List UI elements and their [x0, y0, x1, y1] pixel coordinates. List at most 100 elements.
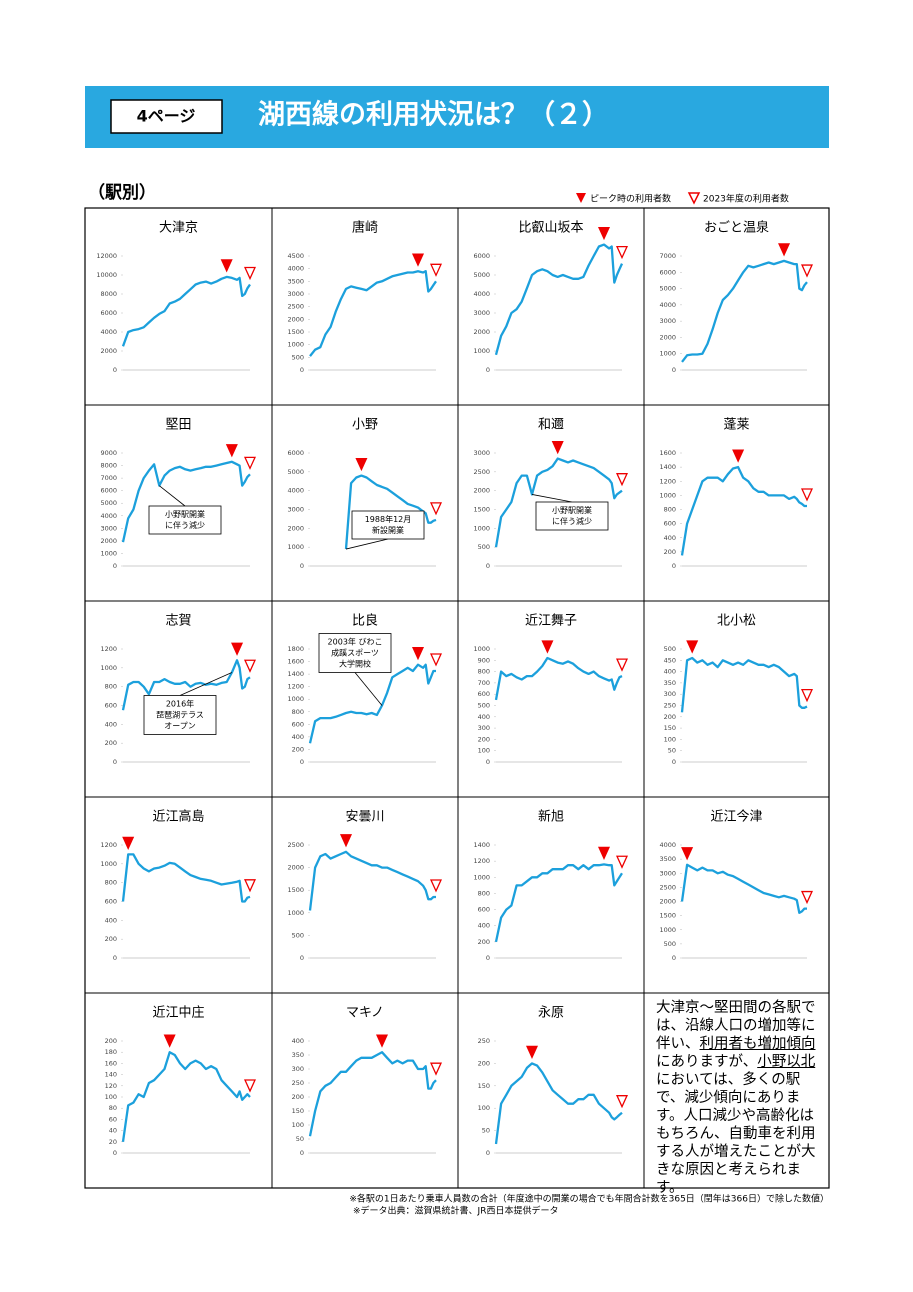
line [344, 474, 437, 550]
grid-frame [84, 207, 830, 1189]
y-tick-label: 150 [478, 1082, 490, 1090]
y-tick-label: 0 [486, 366, 490, 374]
annotation-text: 小野駅開業 [165, 509, 205, 519]
y-tick-label: 100 [664, 735, 676, 743]
y-tick-label: 4000 [100, 512, 117, 520]
annotation-text: 2016年 [166, 699, 194, 709]
annotation-text: 新設開業 [372, 525, 404, 535]
y-tick-label: 350 [664, 679, 676, 687]
y-tick-label: 12000 [96, 252, 117, 260]
line [121, 853, 251, 903]
y-tick-label: 200 [105, 739, 117, 747]
y-tick-label: 1200 [287, 683, 304, 691]
y-tick-label: 60 [109, 1115, 117, 1123]
y-tick-label: 400 [664, 668, 676, 676]
legend-peak-icon [576, 193, 586, 203]
peak-marker [525, 1045, 539, 1059]
peak-marker [551, 441, 564, 455]
y-tick-label: 200 [478, 938, 490, 946]
y-tick-label: 250 [478, 1037, 490, 1045]
y-tick-label: 800 [664, 506, 676, 514]
y-tick-label: 1000 [659, 926, 676, 934]
y-tick-label: 200 [478, 1059, 490, 1067]
y-tick-label: 6000 [287, 449, 304, 457]
peak-marker [597, 226, 611, 241]
y-tick-label: 0 [300, 758, 304, 766]
chart-title: 小野 [352, 418, 378, 433]
y-tick-label: 200 [478, 735, 490, 743]
y-tick-label: 7000 [100, 474, 117, 482]
y-tick-label: 3500 [287, 277, 304, 285]
y-tick-label: 200 [292, 1093, 304, 1101]
chart-title: 唐崎 [352, 220, 378, 236]
legend-latest: 2023年度の利用者数 [703, 193, 789, 205]
y-tick-label: 800 [478, 889, 490, 897]
chart-title: 蓬莱 [723, 418, 749, 433]
y-tick-label: 1400 [287, 670, 304, 678]
latest-marker [429, 263, 443, 277]
y-tick-label: 200 [105, 1037, 117, 1045]
footnote: ※各駅の1日あたり乗車人員数の合計（年度途中の開業の場合でも年間合計数を365日… [349, 1193, 829, 1205]
peak-marker [225, 444, 238, 458]
y-tick-label: 0 [113, 758, 117, 766]
y-tick-label: 1000 [659, 491, 676, 499]
y-tick-label: 1000 [287, 909, 304, 917]
y-tick-label: 2000 [659, 333, 676, 341]
page-label: 4ページ [137, 107, 196, 126]
annotation-leader [531, 494, 573, 503]
line [681, 259, 808, 363]
y-tick-label: 500 [292, 353, 304, 361]
line [680, 863, 807, 914]
latest-marker [429, 653, 443, 667]
line [308, 850, 436, 911]
y-tick-label: 6000 [473, 252, 490, 260]
annotation-text: 成蹊スポーツ [331, 648, 379, 658]
y-tick-label: 800 [478, 668, 490, 676]
y-tick-label: 4000 [287, 265, 304, 273]
latest-marker [615, 1095, 629, 1109]
chart-title: 近江高島 [152, 809, 204, 825]
y-tick-label: 0 [672, 758, 676, 766]
y-tick-label: 5000 [659, 285, 676, 293]
y-tick-label: 4000 [473, 290, 490, 298]
summary-text: においては、多くの駅で、減少傾向にあります。人口減少や高齢化はもちろん、自動車を… [656, 1072, 816, 1196]
peak-marker [681, 847, 694, 861]
y-tick-label: 300 [664, 690, 676, 698]
chart-title: 北小松 [717, 614, 756, 629]
y-tick-label: 1200 [659, 477, 676, 485]
line [494, 457, 623, 548]
annotation-box [318, 633, 392, 673]
chart-title: おごと温泉 [704, 220, 769, 236]
page-box [110, 99, 223, 134]
latest-marker [243, 266, 257, 281]
peak-marker [411, 647, 425, 661]
y-tick-label: 400 [664, 534, 676, 542]
peak-marker [355, 457, 368, 472]
y-tick-label: 3000 [100, 524, 117, 532]
annotation-leader [179, 672, 233, 696]
peak-marker [231, 642, 244, 656]
y-tick-label: 3500 [659, 855, 676, 863]
latest-marker [615, 245, 629, 260]
y-tick-label: 500 [292, 931, 304, 939]
y-tick-label: 2000 [473, 487, 490, 495]
line [494, 863, 623, 943]
latest-marker [800, 688, 814, 703]
y-tick-label: 0 [486, 758, 490, 766]
y-tick-label: 3000 [659, 869, 676, 877]
y-tick-label: 80 [109, 1104, 117, 1112]
y-tick-label: 2500 [287, 841, 304, 849]
annotation-text: オープン [164, 722, 196, 731]
line [680, 656, 808, 713]
y-tick-label: 1200 [100, 645, 117, 653]
chart-title: 比良 [352, 613, 378, 629]
latest-marker [615, 473, 629, 487]
peak-marker [163, 1034, 176, 1048]
annotation-text: に伴う減少 [165, 520, 205, 530]
y-tick-label: 1000 [473, 524, 490, 532]
summary-text: 大津京～堅田間の各駅では、沿線人口の増加等に伴い、 [656, 1000, 816, 1052]
y-tick-label: 1200 [100, 841, 117, 849]
cell-lines [85, 208, 829, 1188]
annotation-text: 琵琶湖テラス [156, 711, 204, 720]
